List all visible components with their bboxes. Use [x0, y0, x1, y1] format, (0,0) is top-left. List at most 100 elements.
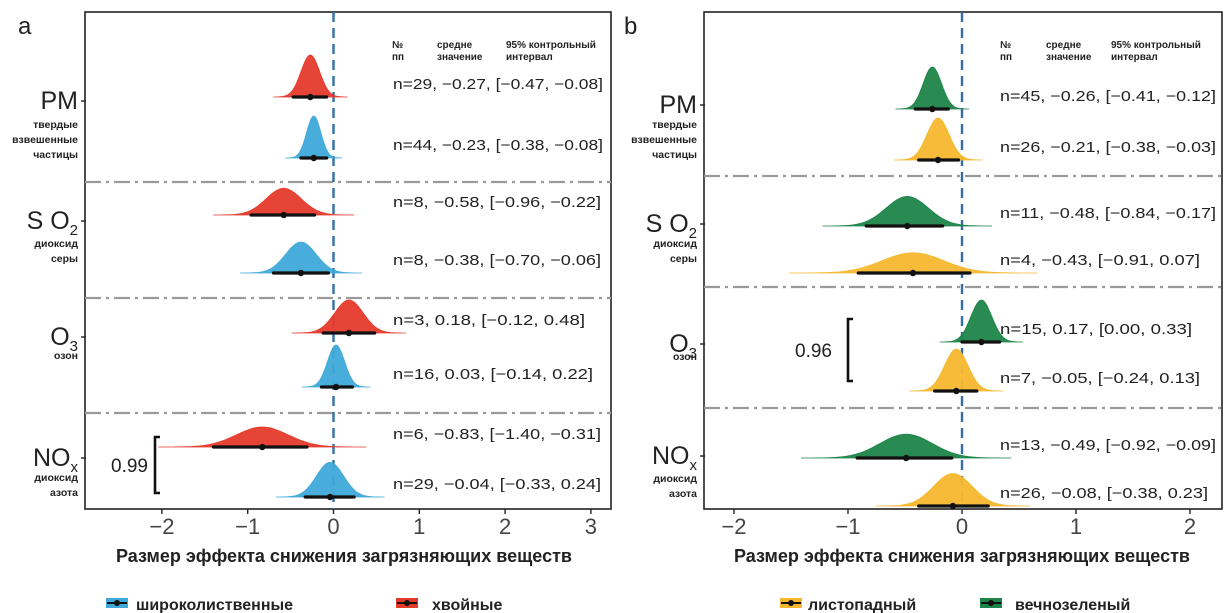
- category-label: O3: [669, 330, 697, 362]
- header-label: интервал: [506, 52, 553, 63]
- mean-point: [934, 156, 942, 164]
- mean-point: [929, 105, 936, 113]
- significance-bracket: [153, 435, 160, 495]
- bracket-value: 0.99: [111, 456, 148, 477]
- density-NOx-широколиственные: [275, 461, 385, 498]
- category-desc: диоксид: [653, 238, 697, 250]
- category-desc: азота: [669, 488, 697, 500]
- density-O3-листопадный: [909, 348, 1004, 392]
- x-tick-label: 0: [327, 514, 339, 539]
- legend-label: листопадный: [808, 597, 916, 613]
- legend-label: хвойные: [432, 597, 502, 613]
- x-tick-label: 2: [499, 514, 511, 539]
- header-label: значение: [1046, 52, 1092, 63]
- panel-letter: b: [624, 13, 637, 40]
- mean-point: [280, 211, 287, 219]
- x-tick-label: −2: [721, 514, 746, 539]
- density-PM-широколиственные: [285, 115, 343, 159]
- category-desc: азота: [50, 487, 78, 499]
- header-label: 95% контрольный: [506, 40, 596, 51]
- category-desc: озон: [673, 351, 697, 363]
- x-axis-label: Размер эффекта снижения загрязняющих вещ…: [116, 546, 572, 566]
- category-label: O3: [50, 323, 78, 355]
- category-desc: серы: [670, 253, 697, 265]
- row-label: n=44, −0.23, [−0.38, −0.08]: [393, 137, 603, 154]
- row-label: n=45, −0.26, [−0.41, −0.12]: [1000, 88, 1216, 105]
- mean-point: [310, 154, 317, 162]
- category-desc: серы: [51, 253, 78, 265]
- density-NOx-вечнозеленый: [801, 433, 1012, 459]
- category-desc: твердые: [652, 119, 697, 131]
- header-label: пп: [392, 52, 404, 63]
- category-label: S O2: [646, 210, 697, 242]
- category-desc: твердые: [33, 119, 78, 131]
- legend-point: [988, 600, 994, 606]
- category-desc: диоксид: [34, 238, 78, 250]
- category-label: NOx: [33, 444, 79, 476]
- header-label: средне: [437, 40, 473, 51]
- category-desc: взвешенные: [12, 134, 78, 146]
- x-tick-label: 1: [413, 514, 425, 539]
- category-desc: диоксид: [653, 473, 697, 485]
- category-label: NOx: [652, 442, 698, 474]
- row-label: n=6, −0.83, [−1.40, −0.31]: [393, 426, 601, 443]
- header-label: 95% контрольный: [1111, 40, 1201, 51]
- category-label: PM: [41, 87, 79, 115]
- mean-point: [902, 454, 910, 462]
- density-SO2-широколиственные: [239, 241, 362, 274]
- row-label: n=13, −0.49, [−0.92, −0.09]: [1000, 437, 1216, 454]
- row-label: n=26, −0.08, [−0.38, 0.23]: [1000, 485, 1208, 502]
- panel-letter: a: [18, 13, 32, 40]
- header-label: №: [1000, 40, 1011, 51]
- x-axis-label: Размер эффекта снижения загрязняющих вещ…: [734, 546, 1190, 566]
- x-tick-label: −2: [149, 514, 174, 539]
- category-desc: озон: [54, 350, 78, 362]
- header-label: интервал: [1111, 52, 1158, 63]
- mean-point: [307, 93, 314, 101]
- header-label: значение: [437, 52, 483, 63]
- header-label: средне: [1046, 40, 1082, 51]
- x-tick-label: −1: [835, 514, 860, 539]
- density-NOx-листопадный: [875, 473, 1031, 507]
- mean-point: [345, 329, 353, 337]
- header-label: №: [392, 40, 403, 51]
- x-tick-label: 0: [956, 514, 968, 539]
- mean-point: [949, 502, 957, 510]
- density-SO2-хвойные: [213, 187, 355, 216]
- category-label: S O2: [27, 207, 78, 239]
- mean-point: [953, 387, 960, 395]
- legend-point: [114, 600, 120, 606]
- row-label: n=7, −0.05, [−0.24, 0.13]: [1000, 370, 1200, 387]
- density-PM-вечнозеленый: [895, 66, 970, 110]
- mean-point: [904, 222, 911, 230]
- legend-label: широколиственные: [136, 597, 293, 613]
- row-label: n=16, 0.03, [−0.14, 0.22]: [393, 366, 593, 383]
- row-label: n=29, −0.04, [−0.33, 0.24]: [393, 476, 601, 493]
- density-O3-вечнозеленый: [939, 299, 1024, 343]
- density-PM-листопадный: [893, 117, 983, 161]
- density-PM-хвойные: [273, 54, 348, 98]
- x-tick-label: 1: [1070, 514, 1082, 539]
- category-desc: частицы: [652, 149, 697, 161]
- header-label: пп: [1000, 52, 1012, 63]
- category-desc: взвешенные: [631, 134, 697, 146]
- density-O3-хвойные: [291, 299, 407, 334]
- row-label: n=4, −0.43, [−0.91, 0.07]: [1000, 252, 1200, 269]
- mean-point: [909, 269, 917, 277]
- category-desc: диоксид: [34, 472, 78, 484]
- x-tick-label: −1: [235, 514, 260, 539]
- x-tick-label: 3: [585, 514, 597, 539]
- legend-label: вечнозеленый: [1015, 597, 1130, 613]
- density-SO2-листопадный: [788, 252, 1038, 274]
- row-label: n=11, −0.48, [−0.84, −0.17]: [1000, 205, 1216, 222]
- mean-point: [978, 338, 985, 346]
- significance-bracket: [846, 317, 853, 383]
- legend-point: [788, 600, 794, 606]
- mean-point: [332, 383, 340, 391]
- density-SO2-вечнозеленый: [822, 195, 993, 227]
- plot-frame: [84, 11, 612, 510]
- x-tick-label: 2: [1184, 514, 1196, 539]
- legend-point: [404, 600, 410, 606]
